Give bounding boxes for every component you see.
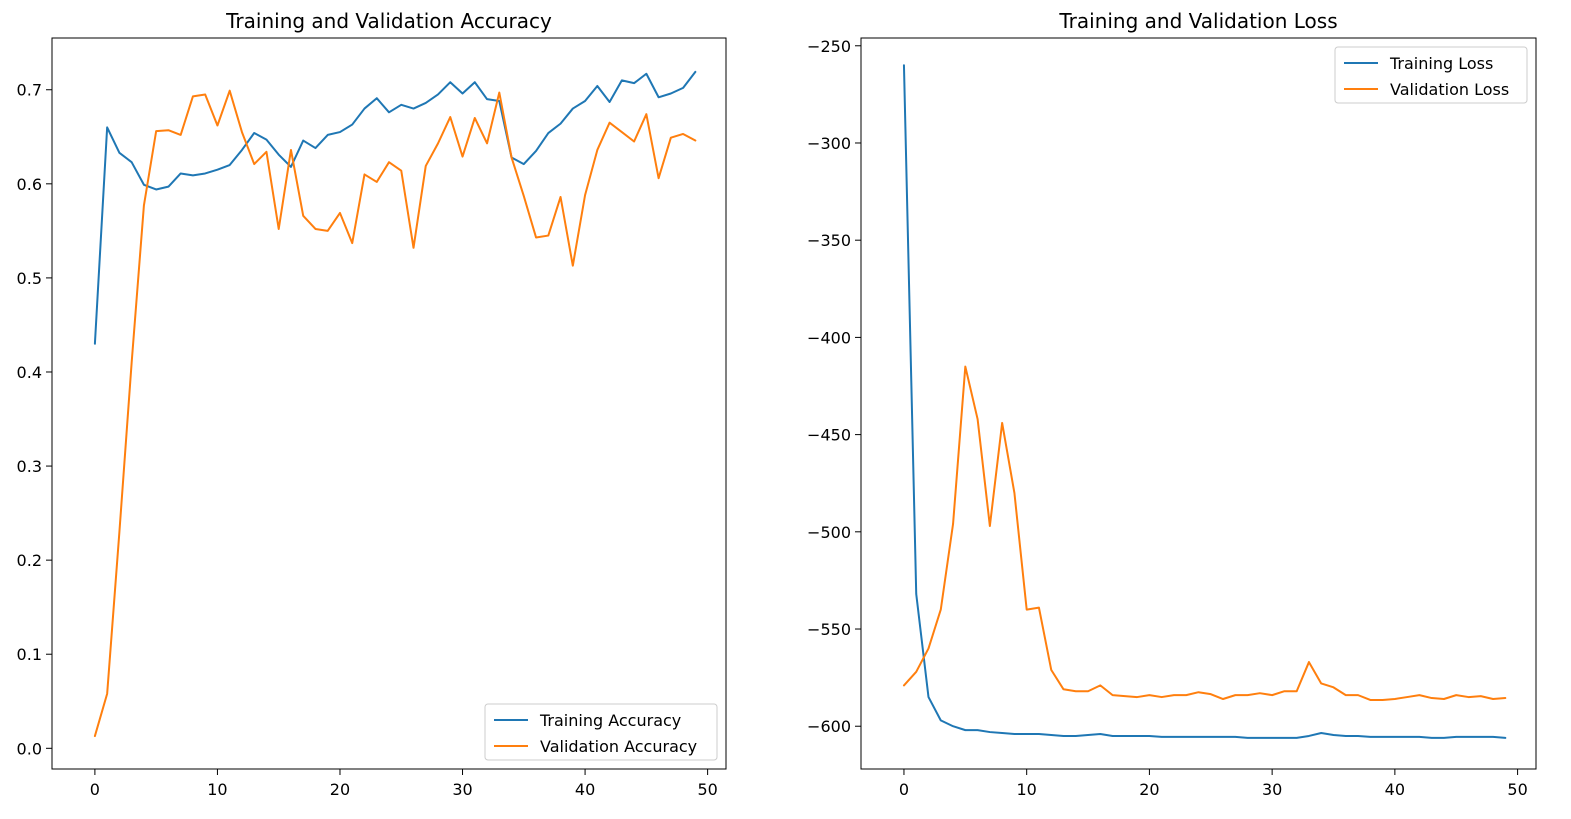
x-tick-label: 20 [330,780,350,799]
legend-label: Validation Accuracy [540,737,697,756]
y-tick-label: 0.3 [17,457,42,476]
loss-chart: Training and Validation Loss 0 10 20 30 40 50 −… [807,9,1537,799]
legend-box [484,703,718,761]
y-tick-label: 0.4 [17,363,42,382]
x-tick-label: 0 [899,780,909,799]
x-tick-label: 50 [1507,780,1527,799]
chart-title: Training and Validation Loss [1058,9,1337,33]
y-tick-label: −550 [807,620,851,639]
legend-box [1334,46,1528,104]
x-tick-label: 0 [90,780,100,799]
x-tick-label: 10 [207,780,227,799]
y-tick-label: 0.6 [17,175,42,194]
y-tick-label: −400 [807,328,851,347]
y-tick-label: 0.1 [17,645,42,664]
y-tick-label: 0.7 [17,81,42,100]
y-tick-label: 0.5 [17,269,42,288]
plot-frame [860,37,1537,770]
x-tick-label: 10 [1017,780,1037,799]
y-tick-label: −250 [807,37,851,56]
legend-label: Training Accuracy [539,711,681,730]
x-tick-label: 20 [1139,780,1159,799]
y-tick-label: −450 [807,426,851,445]
legend-label: Validation Loss [1390,80,1509,99]
y-tick-label: −500 [807,523,851,542]
y-tick-label: −350 [807,231,851,250]
series-line-training-loss [902,64,1507,739]
legend: Training Loss Validation Loss [1334,46,1528,104]
plot-frame [51,37,727,770]
x-tick-label: 50 [697,780,717,799]
y-tick-label: 0.2 [17,551,42,570]
x-tick-label: 30 [452,780,472,799]
legend-label: Training Loss [1389,54,1493,73]
y-tick-label: −300 [807,134,851,153]
series-line-validation-accuracy [93,89,697,738]
y-tick-label: −600 [807,717,851,736]
x-tick-label: 30 [1262,780,1282,799]
y-tick-label: 0.0 [17,739,42,758]
chart-title: Training and Validation Accuracy [225,9,552,33]
series-line-validation-loss [902,365,1507,701]
x-tick-label: 40 [575,780,595,799]
accuracy-chart: Training and Validation Accuracy 0 10 20 30 4… [17,9,727,799]
legend: Training Accuracy Validation Accuracy [484,703,718,761]
series-line-training-accuracy [93,70,697,345]
x-tick-label: 40 [1385,780,1405,799]
